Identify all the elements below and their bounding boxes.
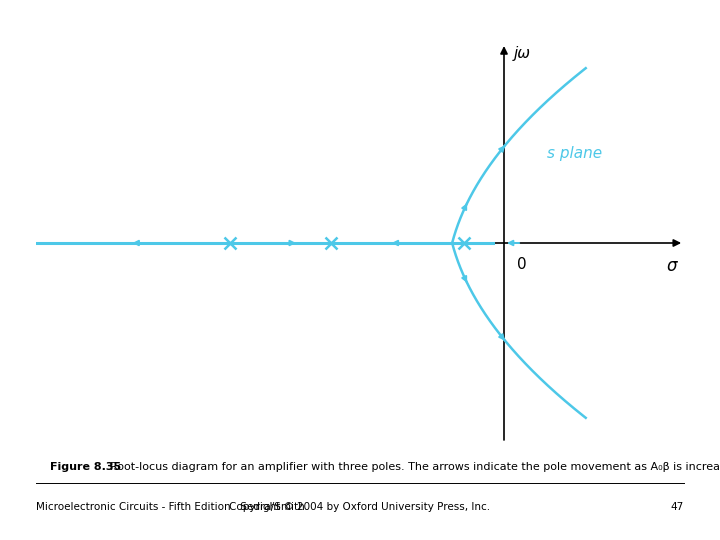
Text: Copyright © 2004 by Oxford University Press, Inc.: Copyright © 2004 by Oxford University Pr… — [230, 502, 490, 512]
Text: 0: 0 — [517, 257, 526, 272]
Text: s plane: s plane — [547, 146, 603, 160]
Text: Microelectronic Circuits - Fifth Edition   Sedra/Smith: Microelectronic Circuits - Fifth Edition… — [36, 502, 305, 512]
Text: jω: jω — [514, 46, 531, 60]
Text: Root-locus diagram for an amplifier with three poles. The arrows indicate the po: Root-locus diagram for an amplifier with… — [103, 462, 720, 472]
Text: 47: 47 — [671, 502, 684, 512]
Text: σ: σ — [666, 257, 677, 275]
Text: Figure 8.35: Figure 8.35 — [50, 462, 122, 472]
